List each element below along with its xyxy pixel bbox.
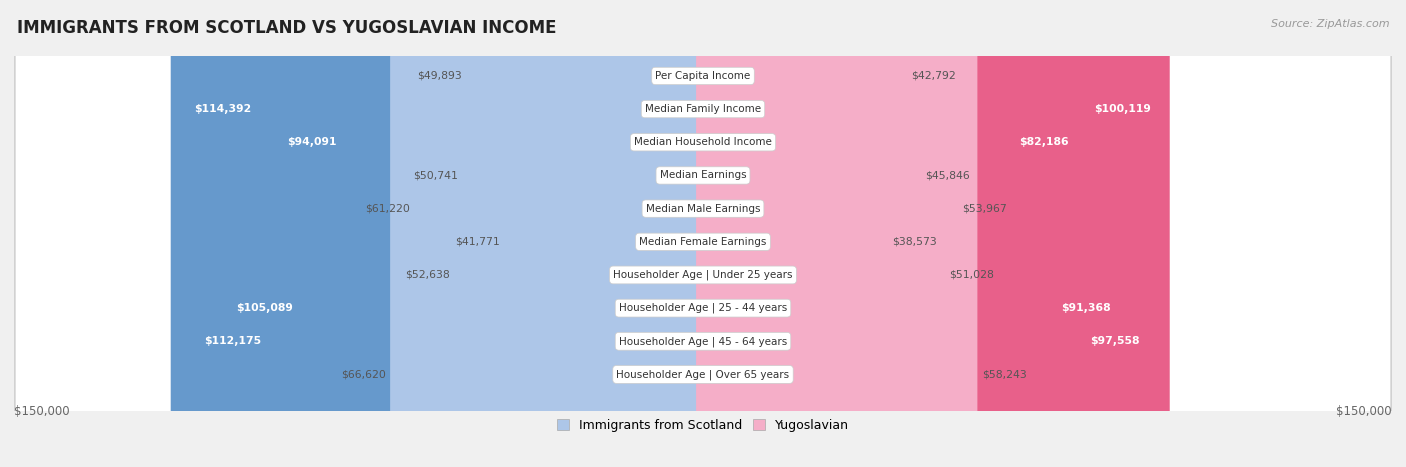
FancyBboxPatch shape [467, 0, 710, 467]
FancyBboxPatch shape [15, 0, 1391, 467]
FancyBboxPatch shape [454, 0, 710, 467]
Text: $97,558: $97,558 [1090, 336, 1140, 347]
Text: $82,186: $82,186 [1019, 137, 1069, 147]
Text: IMMIGRANTS FROM SCOTLAND VS YUGOSLAVIAN INCOME: IMMIGRANTS FROM SCOTLAND VS YUGOSLAVIAN … [17, 19, 557, 37]
Text: $49,893: $49,893 [418, 71, 463, 81]
Text: $91,368: $91,368 [1062, 303, 1111, 313]
FancyBboxPatch shape [214, 0, 710, 467]
Text: Median Household Income: Median Household Income [634, 137, 772, 147]
Text: $41,771: $41,771 [456, 237, 499, 247]
FancyBboxPatch shape [415, 0, 710, 467]
Text: Source: ZipAtlas.com: Source: ZipAtlas.com [1271, 19, 1389, 28]
Text: $51,028: $51,028 [949, 270, 994, 280]
FancyBboxPatch shape [15, 0, 1391, 467]
FancyBboxPatch shape [696, 0, 945, 467]
FancyBboxPatch shape [696, 0, 887, 467]
Text: $42,792: $42,792 [911, 71, 956, 81]
FancyBboxPatch shape [505, 0, 710, 467]
Text: Householder Age | 25 - 44 years: Householder Age | 25 - 44 years [619, 303, 787, 313]
FancyBboxPatch shape [15, 0, 1391, 467]
FancyBboxPatch shape [696, 0, 907, 467]
FancyBboxPatch shape [463, 0, 710, 467]
Text: Per Capita Income: Per Capita Income [655, 71, 751, 81]
Text: Householder Age | Under 25 years: Householder Age | Under 25 years [613, 270, 793, 280]
FancyBboxPatch shape [15, 0, 1391, 467]
Text: $105,089: $105,089 [236, 303, 294, 313]
FancyBboxPatch shape [389, 0, 710, 467]
Text: $112,175: $112,175 [204, 336, 262, 347]
Text: $66,620: $66,620 [340, 369, 385, 380]
Text: $38,573: $38,573 [891, 237, 936, 247]
Text: $52,638: $52,638 [405, 270, 450, 280]
Text: $58,243: $58,243 [981, 369, 1026, 380]
Text: $100,119: $100,119 [1094, 104, 1152, 114]
FancyBboxPatch shape [15, 0, 1391, 467]
Text: Median Male Earnings: Median Male Earnings [645, 204, 761, 213]
FancyBboxPatch shape [696, 0, 977, 467]
Text: $50,741: $50,741 [413, 170, 458, 180]
Text: $150,000: $150,000 [14, 405, 70, 418]
Text: $94,091: $94,091 [287, 137, 336, 147]
Text: $45,846: $45,846 [925, 170, 970, 180]
Legend: Immigrants from Scotland, Yugoslavian: Immigrants from Scotland, Yugoslavian [553, 414, 853, 437]
FancyBboxPatch shape [15, 0, 1391, 467]
FancyBboxPatch shape [15, 0, 1391, 467]
Text: Median Family Income: Median Family Income [645, 104, 761, 114]
Text: Median Female Earnings: Median Female Earnings [640, 237, 766, 247]
Text: Median Earnings: Median Earnings [659, 170, 747, 180]
FancyBboxPatch shape [696, 0, 1087, 467]
FancyBboxPatch shape [181, 0, 710, 467]
Text: $61,220: $61,220 [366, 204, 411, 213]
FancyBboxPatch shape [696, 0, 1129, 467]
FancyBboxPatch shape [264, 0, 710, 467]
Text: Householder Age | 45 - 64 years: Householder Age | 45 - 64 years [619, 336, 787, 347]
FancyBboxPatch shape [15, 0, 1391, 467]
FancyBboxPatch shape [696, 0, 921, 467]
Text: $114,392: $114,392 [194, 104, 250, 114]
FancyBboxPatch shape [696, 0, 1159, 467]
FancyBboxPatch shape [170, 0, 710, 467]
FancyBboxPatch shape [696, 0, 1170, 467]
Text: $53,967: $53,967 [962, 204, 1007, 213]
Text: Householder Age | Over 65 years: Householder Age | Over 65 years [616, 369, 790, 380]
Text: $150,000: $150,000 [1336, 405, 1392, 418]
FancyBboxPatch shape [15, 0, 1391, 467]
FancyBboxPatch shape [15, 0, 1391, 467]
FancyBboxPatch shape [696, 0, 957, 467]
